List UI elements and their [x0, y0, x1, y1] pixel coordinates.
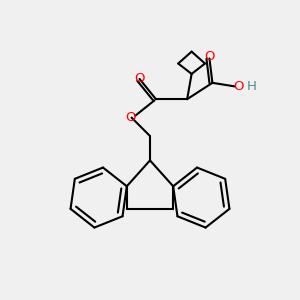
Text: O: O: [134, 72, 144, 85]
Text: H: H: [247, 80, 257, 93]
Text: O: O: [204, 50, 215, 64]
Text: O: O: [233, 80, 244, 93]
Text: O: O: [126, 110, 136, 124]
